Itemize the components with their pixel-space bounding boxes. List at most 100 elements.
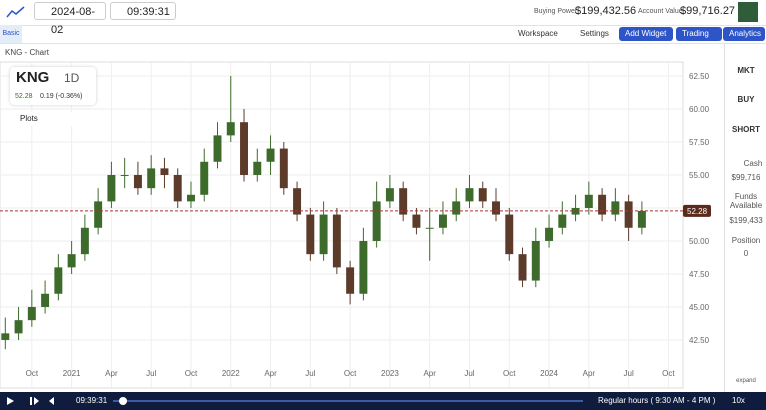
candle-body: [306, 214, 315, 255]
last-price-label: 52.28: [687, 207, 708, 216]
funds: $199,433: [729, 216, 763, 225]
settings-button[interactable]: Settings: [580, 29, 609, 38]
session[interactable]: Regular hours ( 9:30 AM - 4 PM ): [598, 396, 716, 405]
playback-controls[interactable]: [6, 396, 56, 406]
logo: [6, 6, 25, 18]
plots-toggle[interactable]: Plots: [10, 112, 80, 126]
x-tick-label: 2022: [222, 369, 240, 378]
mkt-button[interactable]: MKT: [737, 66, 755, 75]
candle-body: [372, 201, 381, 241]
candle-body: [120, 174, 129, 176]
y-tick-label: 45.00: [689, 303, 710, 312]
candle-body: [186, 194, 195, 202]
progress-thumb[interactable]: [119, 397, 127, 405]
candle-body: [319, 214, 328, 255]
candle-body: [27, 306, 36, 321]
candle-body: [41, 293, 50, 307]
playback-time: 09:39:31: [76, 396, 108, 405]
candle-body: [200, 161, 209, 195]
y-tick-label: 62.50: [689, 72, 710, 81]
buying-power: $199,432.56: [575, 5, 637, 17]
y-tick-label: 50.00: [689, 237, 710, 246]
x-tick-label: Apr: [583, 369, 596, 378]
y-tick-label: 55.00: [689, 171, 710, 180]
position-label: Position: [731, 236, 761, 245]
candle-body: [505, 214, 514, 255]
top-bar: 2024-08-02 09:39:31 Buying Power $199,43…: [0, 0, 766, 36]
candle-body: [266, 148, 275, 162]
time: 09:39:31: [127, 6, 170, 18]
candle-body: [425, 227, 434, 229]
speed[interactable]: 10x: [732, 396, 745, 405]
candle-body: [54, 267, 63, 294]
candle-body: [1, 333, 10, 340]
candle-body: [293, 188, 302, 215]
workspace-button[interactable]: Workspace: [518, 29, 558, 38]
candle-body: [332, 214, 341, 268]
interval[interactable]: 1D: [64, 71, 80, 85]
position: 0: [743, 249, 749, 258]
buying-power-label: Buying Power: [534, 8, 578, 15]
candle-body: [518, 254, 527, 281]
analytics-button[interactable]: Analytics: [723, 27, 765, 41]
cash: $99,716: [731, 173, 761, 182]
candle-body: [492, 201, 500, 215]
expand-button[interactable]: expand: [736, 378, 756, 384]
panel-title: KNG - Chart: [5, 48, 50, 57]
candle-body: [253, 161, 262, 175]
trading-button[interactable]: Trading: [676, 27, 722, 41]
account-value-label: Account Value: [638, 8, 683, 15]
symbol: KNG: [16, 69, 50, 86]
cash-label: Cash: [743, 159, 763, 168]
candle-body: [624, 201, 633, 228]
symbol-legend: KNG 1D 52.28 0.19 (-0.36%): [10, 67, 96, 105]
candle-body: [385, 188, 394, 202]
candle-body: [94, 201, 103, 228]
x-tick-label: Oct: [662, 369, 675, 378]
candle-body: [279, 148, 288, 189]
plots-label: Plots: [20, 114, 38, 123]
progress-track[interactable]: [113, 400, 583, 402]
candle-body: [452, 201, 461, 215]
x-tick-label: Oct: [185, 369, 198, 378]
basic-tab[interactable]: Basic: [0, 25, 22, 43]
candle-body: [107, 174, 116, 202]
funds-label: Funds Available: [729, 192, 763, 210]
account-value: $99,716.27: [680, 5, 736, 17]
last-price: 52.28: [15, 93, 33, 100]
candle-body: [80, 227, 89, 255]
candle-body: [545, 227, 554, 241]
date: 2024-08-02: [51, 6, 96, 36]
y-tick-label: 47.50: [689, 270, 710, 279]
x-tick-label: Jul: [624, 369, 634, 378]
avatar[interactable]: [738, 2, 758, 22]
toolbar: Basic: [0, 25, 766, 44]
candle-body: [160, 168, 169, 175]
candle-body: [611, 201, 620, 215]
add-widget-button[interactable]: Add Widget: [619, 27, 673, 41]
candle-body: [412, 214, 421, 228]
candle-body: [147, 168, 156, 189]
x-tick-label: Jul: [146, 369, 156, 378]
x-tick-label: 2021: [63, 369, 81, 378]
x-tick-label: Apr: [264, 369, 277, 378]
buy-button[interactable]: BUY: [737, 95, 755, 104]
candle-body: [399, 188, 408, 215]
candle-body: [226, 122, 235, 136]
last-price-tag: [683, 204, 711, 217]
short-button[interactable]: SHORT: [732, 125, 760, 134]
footer: 09:39:31 Regular hours ( 9:30 AM - 4 PM …: [0, 392, 766, 410]
plot-area: [0, 61, 684, 389]
date-picker[interactable]: 2024-08-02: [34, 2, 106, 36]
chart: 42.5045.0047.5050.0052.5055.0057.5060.00…: [0, 61, 711, 389]
candle-body: [584, 194, 593, 208]
y-tick-label: 60.00: [689, 105, 710, 114]
x-tick-label: Jul: [464, 369, 474, 378]
candle-body: [173, 174, 182, 202]
candle-body: [346, 267, 355, 294]
x-tick-label: 2023: [381, 369, 399, 378]
candle-body: [558, 214, 567, 228]
candle-body: [213, 135, 222, 162]
time-picker[interactable]: 09:39:31: [110, 2, 176, 20]
x-tick-label: Jul: [305, 369, 315, 378]
